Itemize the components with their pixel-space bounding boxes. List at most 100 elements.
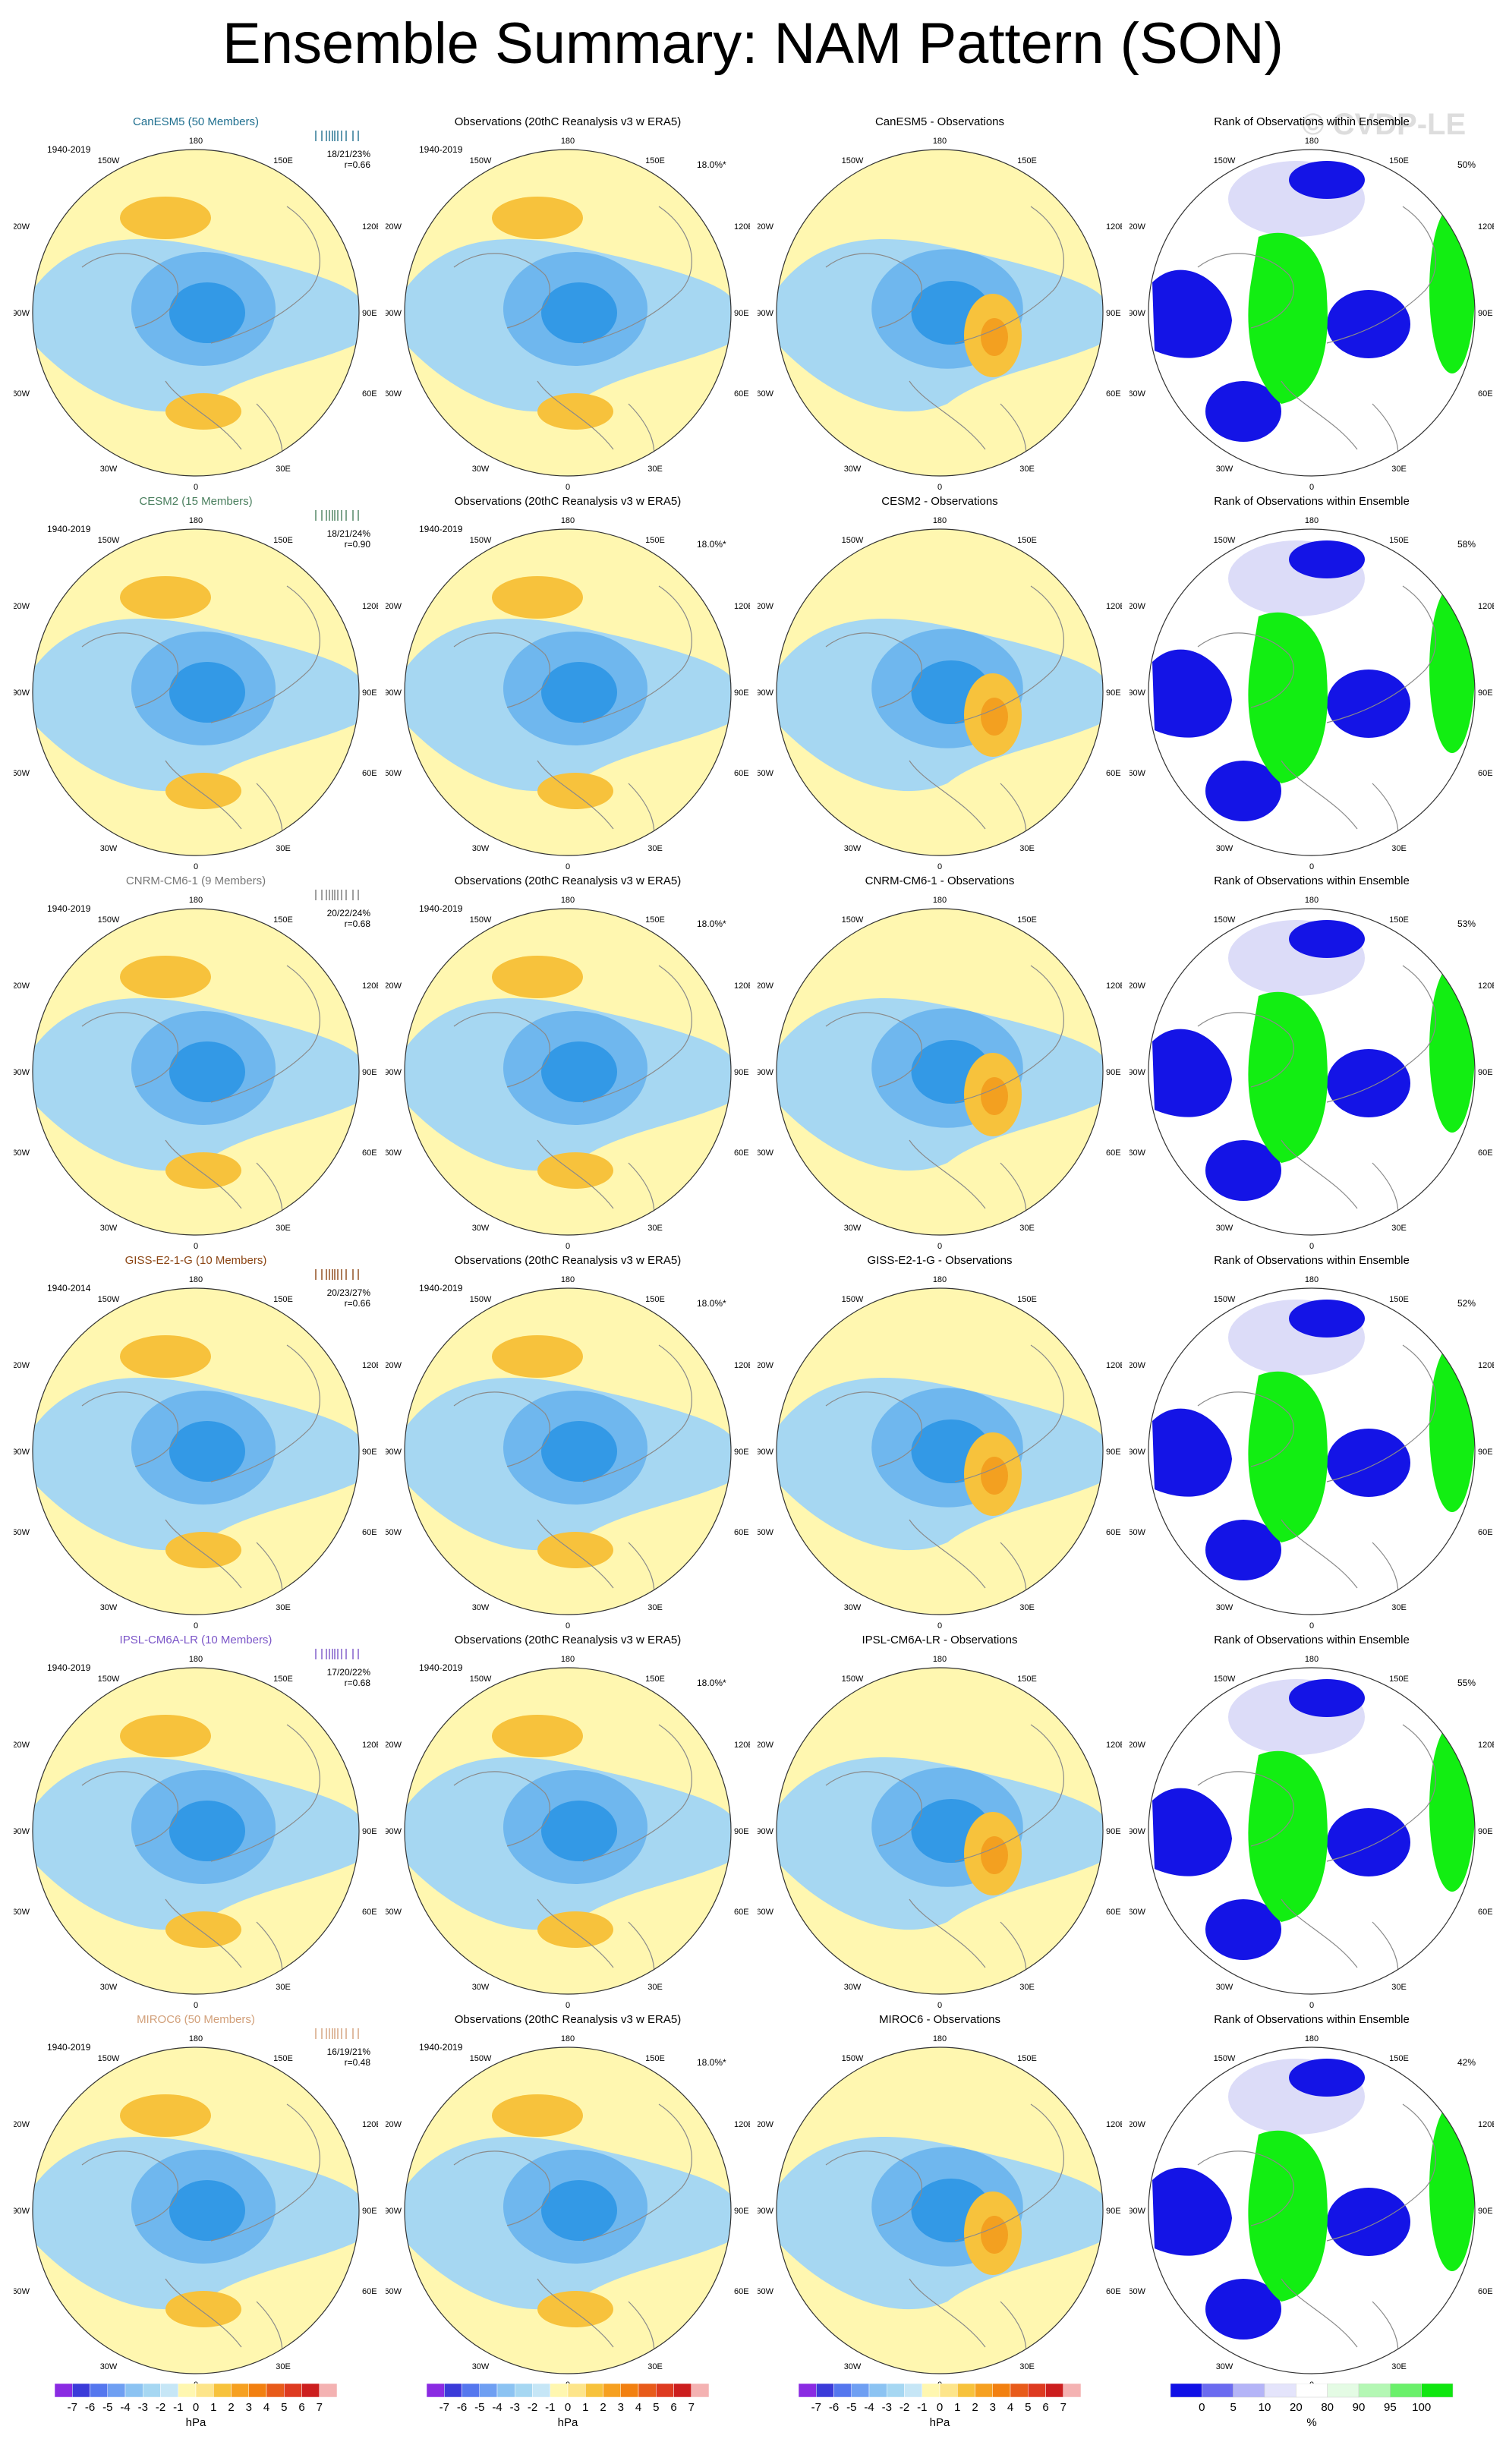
watermark: © CVDP-LE <box>1302 108 1467 141</box>
longitude-label: 60W <box>14 1908 30 1917</box>
colorbar-tick-label: -6 <box>457 2401 467 2414</box>
colorbar-swatch <box>72 2384 90 2398</box>
polar-map: 1800150W150E120W120E90W90E60W60E30W30E <box>386 896 750 1251</box>
coastline <box>1326 585 1436 723</box>
rank-percent: 42% <box>1457 2057 1476 2068</box>
longitude-label: 30W <box>1216 844 1233 853</box>
rank-region-low <box>1327 1429 1410 1497</box>
coastline <box>537 1519 614 1589</box>
polar-map: 1800150W150E120W120E90W90E60W60E30W30E <box>758 516 1122 871</box>
longitude-label: 30W <box>844 1224 862 1233</box>
longitude-label: 30E <box>647 1603 663 1612</box>
positive-anomaly-atlantic <box>165 773 241 809</box>
colorbar-tick-label: -5 <box>474 2401 484 2414</box>
coastline <box>954 1344 1064 1482</box>
longitude-label: 0 <box>937 483 942 492</box>
longitude-label: 90E <box>734 2207 749 2216</box>
longitude-label: 150W <box>842 915 864 925</box>
longitude-label: 90E <box>734 1827 749 1836</box>
rank-region-low <box>1289 2059 1365 2097</box>
longitude-label: 150W <box>1214 1675 1236 1684</box>
colorbar-swatch <box>426 2384 445 2398</box>
rank-region-low <box>1327 1808 1410 1876</box>
longitude-label: 90E <box>1478 2207 1493 2216</box>
colorbar-tick-label: 1 <box>210 2401 216 2414</box>
difference-title: CNRM-CM6-1 - Observations <box>865 874 1015 887</box>
member-strip <box>315 131 359 141</box>
model-period: 1940-2014 <box>47 1283 91 1293</box>
model-stats: 18/21/23% r=0.66 <box>287 149 370 170</box>
longitude-label: 150E <box>273 536 293 545</box>
stats-percentiles: 17/20/22% <box>326 1667 370 1678</box>
longitude-label: 120E <box>362 1361 378 1370</box>
model-period: 1940-2019 <box>47 1662 91 1673</box>
longitude-label: 180 <box>933 2034 947 2043</box>
longitude-label: 60W <box>14 2287 30 2296</box>
longitude-label: 120E <box>734 2120 750 2129</box>
longitude-label: 0 <box>1309 1621 1314 1631</box>
longitude-label: 60W <box>758 2287 774 2296</box>
longitude-label: 0 <box>1309 2001 1314 2010</box>
rank-region-low <box>1152 2167 1232 2256</box>
model-title: IPSL-CM6A-LR (10 Members) <box>119 1634 273 1646</box>
colorbar-tick-label: -1 <box>545 2401 555 2414</box>
map-border <box>1148 1287 1476 1615</box>
longitude-label: 90E <box>1106 1068 1121 1077</box>
longitude-label: 150W <box>98 915 120 925</box>
positive-anomaly-pacific <box>492 576 583 619</box>
rank-region-low <box>1205 1899 1281 1960</box>
longitude-label: 60W <box>386 1908 402 1917</box>
member-strip <box>315 1649 359 1659</box>
colorbar-tick-label: -5 <box>102 2401 112 2414</box>
longitude-label: 60E <box>1478 1908 1493 1917</box>
difference-panel: 1800150W150E120W120E90W90E60W60E30W30EMI… <box>758 2013 1122 2393</box>
longitude-label: 120W <box>1130 2120 1146 2129</box>
coastline <box>954 206 1064 344</box>
longitude-label: 90W <box>758 2207 774 2216</box>
coastline <box>81 632 178 708</box>
map-border <box>776 908 1104 1236</box>
colorbar-swatch <box>1170 2384 1202 2398</box>
observations-title: Observations (20thC Reanalysis v3 w ERA5… <box>454 1254 682 1267</box>
colorbar-swatch <box>992 2384 1011 2398</box>
coastline <box>165 1519 242 1589</box>
longitude-label: 90W <box>386 1448 402 1457</box>
colorbar-swatch <box>54 2384 73 2398</box>
stats-percentiles: 18/21/24% <box>326 528 370 539</box>
negative-anomaly-center <box>541 2180 617 2241</box>
longitude-label: 180 <box>561 896 575 905</box>
longitude-label: 60E <box>1106 2287 1121 2296</box>
colorbar-swatch <box>532 2384 550 2398</box>
difference-panel: 180 0 150W 150E 120W 120E 90W 90E 60W 60E 30W 30E CN… <box>758 874 1122 1254</box>
longitude-label: 150W <box>1214 1295 1236 1304</box>
longitude-label: 180 <box>189 2034 203 2043</box>
polar-map: 1800150W150E120W120E90W90E60W60E30W30E <box>386 2034 750 2390</box>
longitude-label: 30E <box>1391 465 1407 474</box>
longitude-label: 90W <box>1130 2207 1146 2216</box>
coastline <box>825 1012 922 1088</box>
rank-panel: 1800150W150E120W120E90W90E60W60E30W30ERa… <box>1130 2013 1494 2393</box>
observations-panel: 180 0 150W 150E 120W 120E 90W 90E 60W 60E 30W 30E Ob… <box>386 874 750 1254</box>
longitude-label: 30E <box>647 844 663 853</box>
longitude-label: 30E <box>1391 1603 1407 1612</box>
longitude-label: 180 <box>933 137 947 146</box>
longitude-label: 30E <box>1019 1224 1035 1233</box>
colorbar-swatch <box>798 2384 817 2398</box>
longitude-label: 90E <box>362 2207 377 2216</box>
map-border <box>776 1287 1104 1615</box>
longitude-label: 150E <box>645 1295 665 1304</box>
coastline <box>825 2150 922 2226</box>
colorbar-tick-label: -7 <box>811 2401 821 2414</box>
rank-title: Rank of Observations within Ensemble <box>1214 115 1410 128</box>
longitude-label: 60W <box>1130 389 1146 399</box>
summary-row: 180 0 150W 150E 120W 120E 90W 90E 60W 60E 30W 30E CE… <box>0 495 1506 874</box>
longitude-label: 150E <box>273 915 293 925</box>
longitude-label: 180 <box>561 137 575 146</box>
rank-region-high <box>1248 612 1328 783</box>
colorbar-swatch <box>1202 2384 1233 2398</box>
colorbar-swatch <box>160 2384 178 2398</box>
colorbar-tick-label: -3 <box>510 2401 520 2414</box>
rank-title: Rank of Observations within Ensemble <box>1214 1254 1410 1267</box>
polar-map: 1800150W150E120W120E90W90E60W60E30W30E <box>386 1655 750 2010</box>
positive-anomaly-atlantic <box>165 1532 241 1568</box>
